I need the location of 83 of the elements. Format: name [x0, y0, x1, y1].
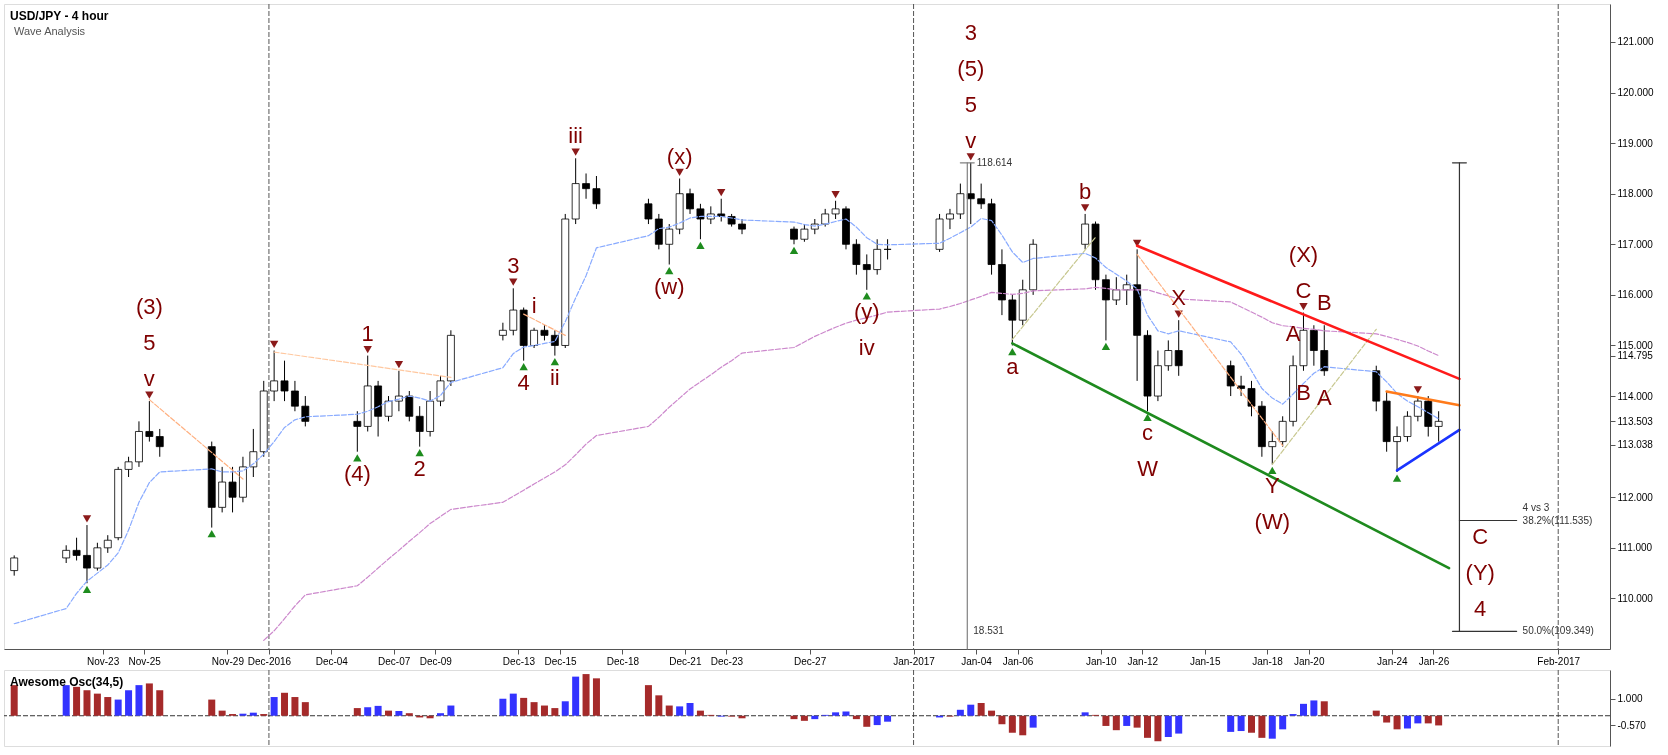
annotation: (Y)	[1465, 560, 1495, 586]
y-tick-label: 112.000	[1617, 491, 1654, 503]
annotation: (x)	[666, 143, 693, 169]
annotation: (5)	[957, 55, 985, 81]
y-tick-label: 111.000	[1617, 542, 1653, 554]
annotation: (X)	[1288, 241, 1319, 267]
x-tick-label: Feb-2017	[1537, 655, 1581, 667]
annotation: c	[1142, 420, 1154, 446]
chart-title: USD/JPY - 4 hour	[10, 9, 109, 23]
y-tick-label: 121.000	[1617, 36, 1655, 48]
x-tick-label: Jan-06	[1002, 655, 1034, 667]
annotation: b	[1079, 178, 1092, 204]
annotation: (w)	[653, 273, 685, 299]
y-tick-label: 119.000	[1617, 137, 1654, 149]
x-tick-label: Nov-29	[211, 655, 245, 667]
y-tick-label: 118.000	[1617, 188, 1654, 200]
y-tick-label: 113.038	[1617, 439, 1654, 451]
x-tick-label: Jan-04	[961, 655, 993, 667]
annotation: 3	[964, 19, 977, 45]
y-tick-label: 110.000	[1617, 592, 1654, 604]
annotation: C	[1295, 277, 1312, 303]
annotation: 5	[143, 330, 156, 356]
annotation: iv	[858, 334, 875, 360]
y-tick-label: 117.000	[1617, 238, 1654, 250]
chart-title: Awesome Osc(34,5)	[10, 675, 124, 689]
annotation: 18.531	[973, 624, 1005, 636]
text: Wave Analysis	[14, 25, 86, 37]
y-tick-label: -0.570	[1617, 719, 1647, 731]
annotation: X	[1171, 285, 1187, 311]
y-tick-label: 115.000	[1617, 339, 1654, 351]
annotation: ii	[549, 364, 560, 390]
annotation: Y	[1264, 473, 1280, 499]
y-tick-label: 116.000	[1617, 289, 1654, 301]
y-tick-label: 1.000	[1617, 693, 1643, 705]
x-tick-label: Dec-15	[544, 655, 578, 667]
annotation: (3)	[135, 294, 163, 320]
x-tick-label: Dec-07	[378, 655, 411, 667]
annotation: B	[1296, 379, 1311, 405]
x-tick-label: Jan-15	[1189, 655, 1221, 667]
annotation: (W)	[1254, 509, 1290, 535]
x-tick-label: Jan-18	[1252, 655, 1284, 667]
annotation: (4)	[343, 460, 371, 486]
annotation: (y)	[853, 298, 880, 324]
y-tick-label: 113.503	[1617, 415, 1654, 427]
annotation: 2	[413, 455, 426, 481]
annotation: 118.614	[976, 156, 1013, 168]
annotation: W	[1137, 456, 1159, 482]
annotation: 50.0%(109.349)	[1522, 625, 1594, 637]
annotation: A	[1316, 384, 1332, 410]
y-tick-label: 114.795	[1617, 350, 1654, 362]
x-tick-label: Jan-20	[1293, 655, 1325, 667]
annotation: v	[965, 127, 977, 153]
annotation: 1	[361, 320, 374, 346]
x-tick-label: Jan-24	[1377, 655, 1409, 667]
annotation: C	[1472, 524, 1489, 550]
x-tick-label: Dec-04	[315, 655, 349, 667]
x-tick-label: Dec-23	[710, 655, 744, 667]
annotation: B	[1316, 290, 1332, 316]
annotation: a	[1006, 354, 1020, 380]
x-tick-label: Jan-12	[1127, 655, 1159, 667]
annotation: iii	[568, 123, 583, 149]
annotation: i	[531, 292, 537, 318]
annotation: 4 vs 3	[1522, 501, 1550, 513]
x-tick-label: Dec-27	[793, 655, 827, 667]
x-tick-label: Dec-09	[419, 655, 453, 667]
y-tick-label: 114.000	[1617, 390, 1654, 402]
annotation: v	[143, 366, 155, 392]
x-tick-label: Nov-25	[128, 655, 162, 667]
annotation: 38.2%(111.535)	[1522, 514, 1593, 526]
x-tick-label: Dec-13	[502, 655, 536, 667]
x-tick-label: Jan-26	[1418, 655, 1450, 667]
annotation: 4	[517, 369, 530, 395]
y-tick-label: 120.000	[1617, 87, 1655, 99]
x-tick-label: Jan-2017	[893, 655, 936, 667]
x-tick-label: Dec-2016	[247, 655, 292, 667]
x-tick-label: Jan-10	[1085, 655, 1117, 667]
annotation: 3	[507, 253, 520, 279]
x-tick-label: Dec-21	[669, 655, 702, 667]
annotation: 4	[1474, 596, 1487, 622]
x-tick-label: Nov-23	[86, 655, 120, 667]
annotation: 5	[964, 91, 977, 117]
x-tick-label: Dec-18	[606, 655, 640, 667]
annotation: A	[1285, 320, 1301, 346]
